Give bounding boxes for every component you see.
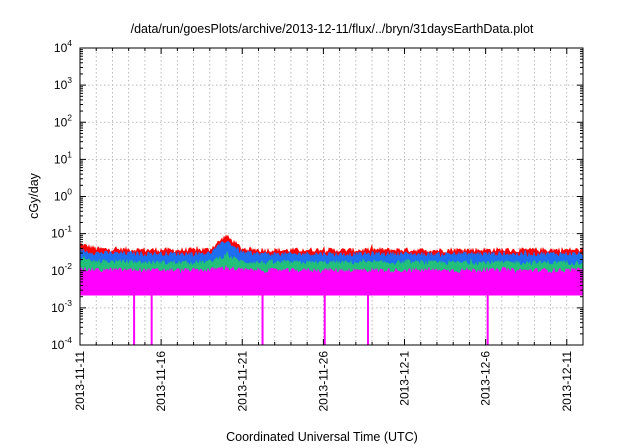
x-axis-label: Coordinated Universal Time (UTC) bbox=[226, 430, 418, 444]
dropout-spike bbox=[133, 295, 136, 345]
dropout-spike bbox=[150, 295, 153, 345]
axes: 10-4 10-3 10-2 10-1 100 101 102 103 104 2013-11-1… bbox=[51, 38, 584, 412]
y-tick-label: 104 bbox=[54, 38, 72, 55]
x-tick-label: 2013-11-26 bbox=[316, 351, 330, 412]
grid bbox=[80, 48, 583, 345]
dropout-spike bbox=[367, 295, 370, 345]
y-tick-label: 100 bbox=[54, 187, 72, 204]
y-tick-label: 10-1 bbox=[51, 224, 72, 241]
x-tick-label: 2013-12-6 bbox=[479, 351, 493, 406]
y-axis-label: cGy/day bbox=[27, 172, 41, 219]
x-tick-label: 2013-11-21 bbox=[235, 351, 249, 412]
y-tick-label: 103 bbox=[54, 75, 72, 92]
y-tick-label: 10-4 bbox=[51, 335, 72, 352]
series-area-3 bbox=[79, 264, 584, 296]
plot-area bbox=[79, 234, 584, 345]
y-tick-label: 10-2 bbox=[51, 261, 72, 278]
x-tick-label: 2013-11-16 bbox=[154, 351, 168, 412]
y-tick-label: 102 bbox=[54, 112, 72, 129]
chart-title: /data/run/goesPlots/archive/2013-12-11/f… bbox=[131, 22, 534, 36]
x-tick-label: 2013-12-11 bbox=[560, 351, 574, 412]
x-tick-label: 2013-12-1 bbox=[398, 351, 412, 406]
dropout-spike bbox=[486, 295, 489, 345]
y-tick-label: 10-3 bbox=[51, 298, 72, 315]
dropout-spike bbox=[261, 295, 264, 345]
dropout-spike bbox=[323, 295, 326, 345]
plot-frame bbox=[79, 47, 584, 346]
y-tick-label: 101 bbox=[54, 149, 72, 166]
x-tick-label: 2013-11-11 bbox=[73, 351, 87, 411]
